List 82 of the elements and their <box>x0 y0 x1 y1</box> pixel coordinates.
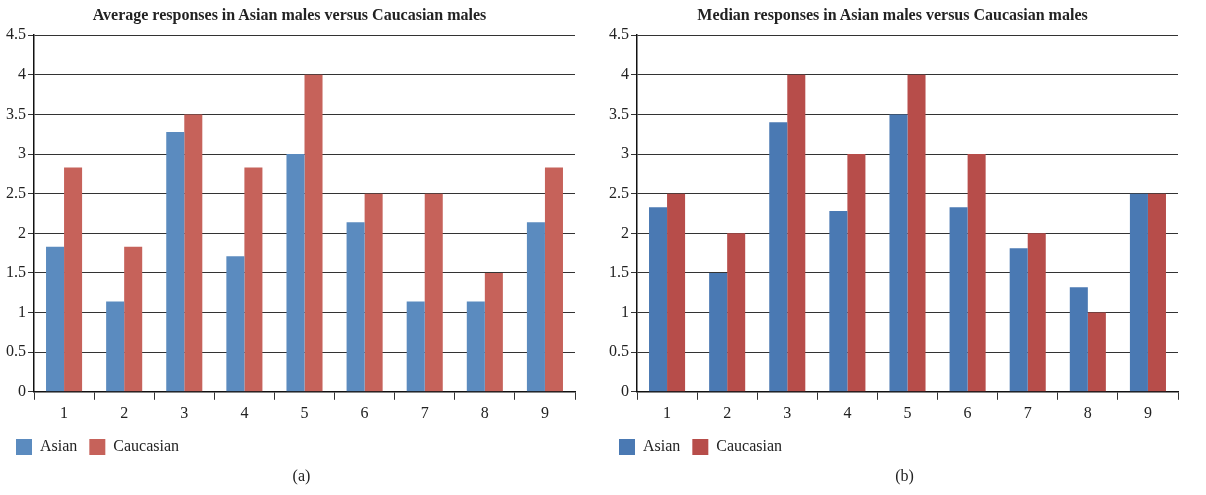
x-tick-label: 7 <box>420 403 429 421</box>
x-tick-label: 6 <box>360 403 369 421</box>
bar <box>889 114 908 392</box>
x-tick-label: 6 <box>963 403 972 421</box>
bar <box>64 167 83 392</box>
x-tick-label: 8 <box>1083 403 1092 421</box>
chart-title: Average responses in Asian males versus Caucasian males <box>92 5 487 24</box>
x-tick-label: 2 <box>723 403 732 421</box>
x-tick-label: 4 <box>240 403 249 421</box>
y-tick-label: 0.5 <box>6 342 26 360</box>
bar <box>184 114 203 392</box>
y-tick-label: 2.5 <box>609 183 629 201</box>
x-tick-label: 8 <box>480 403 489 421</box>
bar <box>1009 248 1028 392</box>
x-tick-label: 1 <box>663 403 672 421</box>
bar <box>1147 193 1166 392</box>
x-tick-label: 9 <box>540 403 549 421</box>
bar <box>544 167 563 392</box>
bar <box>847 154 866 392</box>
bar <box>286 154 305 392</box>
legend-label: Caucasian <box>716 437 783 455</box>
bar <box>649 207 668 392</box>
bar <box>1087 312 1106 392</box>
y-tick-label: 4.5 <box>609 25 629 43</box>
y-tick-label: 4.5 <box>6 25 26 43</box>
y-tick-label: 1.5 <box>609 263 629 281</box>
x-tick-label: 2 <box>120 403 129 421</box>
x-tick-label: 1 <box>60 403 69 421</box>
bar <box>124 246 143 392</box>
bar <box>166 131 185 392</box>
text: (a) <box>291 467 312 485</box>
x-tick-label: 3 <box>783 403 792 421</box>
bar <box>829 211 848 392</box>
bar <box>727 233 746 392</box>
bar <box>1129 193 1148 392</box>
bar <box>1069 287 1088 392</box>
y-tick-label: 0 <box>621 382 629 399</box>
x-tick-label: 7 <box>1023 403 1032 421</box>
y-tick-label: 0 <box>18 382 26 399</box>
bar <box>709 272 728 392</box>
bar <box>484 272 503 392</box>
bar <box>46 246 65 392</box>
y-tick-label: 4 <box>18 65 26 83</box>
x-tick-label: 9 <box>1143 403 1152 421</box>
bar <box>346 222 365 392</box>
bar <box>1027 233 1046 392</box>
bar <box>304 74 323 392</box>
bar <box>967 154 986 392</box>
bar <box>106 301 125 392</box>
chart-title: Median responses in Asian males versus Caucasian males <box>697 5 1088 24</box>
x-tick-label: 5 <box>300 403 309 421</box>
bar <box>466 301 485 392</box>
bar <box>526 222 545 392</box>
legend-label: Asian <box>40 437 78 455</box>
bar <box>244 167 263 392</box>
y-tick-label: 2 <box>621 223 629 241</box>
y-tick-label: 2 <box>18 223 26 241</box>
y-tick-label: 1 <box>18 302 26 320</box>
y-tick-label: 0.5 <box>609 342 629 360</box>
y-tick-label: 1 <box>621 302 629 320</box>
bar <box>424 193 443 392</box>
bar <box>364 193 383 392</box>
bar <box>769 122 788 392</box>
bar <box>226 256 245 392</box>
x-tick-label: 4 <box>843 403 852 421</box>
y-tick-label: 2.5 <box>6 183 26 201</box>
y-tick-label: 3.5 <box>609 104 629 122</box>
bar <box>949 207 968 392</box>
bar <box>787 74 806 392</box>
bar <box>907 74 926 392</box>
x-tick-label: 5 <box>903 403 912 421</box>
text: (b) <box>894 467 915 485</box>
legend-label: Asian <box>643 437 681 455</box>
y-tick-label: 3.5 <box>6 104 26 122</box>
legend-label: Caucasian <box>113 437 180 455</box>
bar <box>406 301 425 392</box>
y-tick-label: 3 <box>621 144 629 162</box>
bar <box>667 193 686 392</box>
y-tick-label: 4 <box>621 65 629 83</box>
y-tick-label: 1.5 <box>6 263 26 281</box>
x-tick-label: 3 <box>180 403 189 421</box>
y-tick-label: 3 <box>18 144 26 162</box>
